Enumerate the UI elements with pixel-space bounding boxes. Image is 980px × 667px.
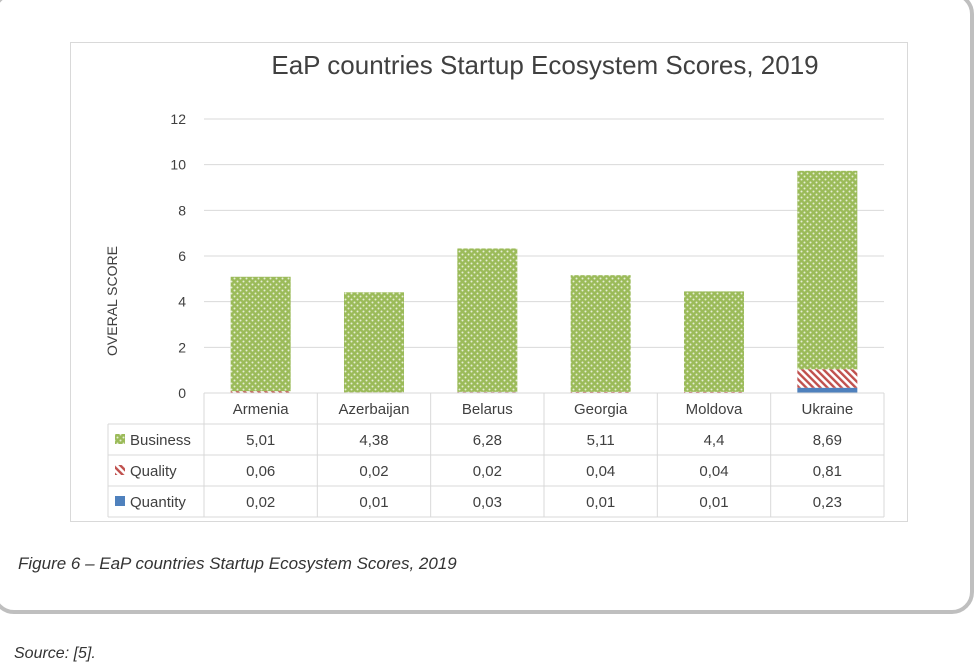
y-axis-label: OVERAL SCORE xyxy=(104,246,120,356)
data-label: 4,4 xyxy=(704,432,725,449)
data-label: 0,02 xyxy=(359,463,388,480)
y-tick-label: 10 xyxy=(170,157,186,173)
legend-label: Quality xyxy=(130,463,177,480)
gridlines xyxy=(204,118,884,348)
legend-label: Quantity xyxy=(130,494,186,511)
data-label: 0,01 xyxy=(586,494,615,511)
bar-business xyxy=(684,291,744,392)
x-tick-label: Belarus xyxy=(462,401,513,418)
x-tick-label: Ukraine xyxy=(801,401,853,418)
data-label: 0,02 xyxy=(473,463,502,480)
chart-title: EaP countries Startup Ecosystem Scores, … xyxy=(271,50,818,80)
data-label: 0,02 xyxy=(246,494,275,511)
bar-quality xyxy=(684,391,744,393)
y-tick-labels: 0 2 4 6 8 10 12 xyxy=(170,111,186,401)
figure-caption: Figure 6 – EaP countries Startup Ecosyst… xyxy=(18,554,457,573)
legend-swatch-business xyxy=(115,434,125,444)
source-note: Source: [5]. xyxy=(14,645,96,662)
data-label: 0,01 xyxy=(699,494,728,511)
bar-business xyxy=(457,248,518,392)
y-tick-label: 8 xyxy=(178,202,186,218)
x-tick-label: Moldova xyxy=(686,401,743,418)
data-label: 0,03 xyxy=(473,494,502,511)
bars xyxy=(230,170,858,393)
data-label: 5,01 xyxy=(246,432,275,449)
data-label: 0,04 xyxy=(699,463,728,480)
y-tick-label: 0 xyxy=(178,385,186,401)
bar-business xyxy=(344,292,404,393)
data-label: 8,69 xyxy=(813,432,842,449)
bar-quality xyxy=(570,391,631,393)
chart-area: EaP countries Startup Ecosystem Scores, … xyxy=(70,42,908,522)
x-tick-label: Georgia xyxy=(574,401,628,418)
y-tick-label: 12 xyxy=(170,111,186,127)
legend-label: Business xyxy=(130,432,191,449)
legend-swatch-quality xyxy=(115,465,125,475)
data-label: 0,23 xyxy=(813,494,842,511)
data-label: 0,01 xyxy=(359,494,388,511)
bar-quality xyxy=(230,391,291,393)
bar-business xyxy=(797,170,858,370)
data-label: 4,38 xyxy=(359,432,388,449)
figure-frame xyxy=(0,0,974,614)
data-label: 6,28 xyxy=(473,432,502,449)
data-table: Armenia Azerbaijan Belarus Georgia Moldova Uk… xyxy=(107,392,885,518)
bar-business xyxy=(570,275,631,392)
y-tick-label: 4 xyxy=(178,294,186,310)
bar-chart: EaP countries Startup Ecosystem Scores, … xyxy=(104,50,885,518)
x-tick-label: Armenia xyxy=(233,401,290,418)
legend-swatch-quantity xyxy=(115,496,125,506)
y-tick-label: 6 xyxy=(178,248,186,264)
bar-business xyxy=(230,276,291,392)
x-tick-label: Azerbaijan xyxy=(339,401,410,418)
bar-quality xyxy=(797,369,858,388)
data-label: 0,81 xyxy=(813,463,842,480)
bar-quantity xyxy=(797,387,858,393)
data-label: 0,04 xyxy=(586,463,615,480)
data-label: 5,11 xyxy=(587,432,615,449)
y-tick-label: 2 xyxy=(178,339,186,355)
data-label: 0,06 xyxy=(246,463,275,480)
